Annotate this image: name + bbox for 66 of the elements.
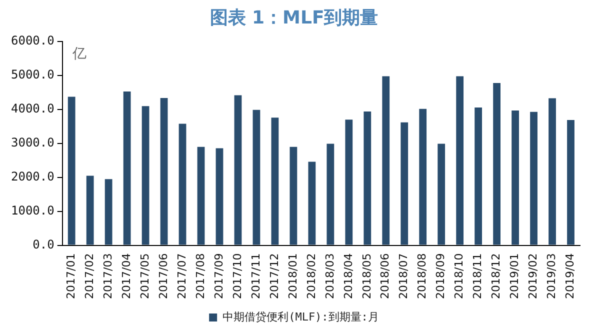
x-tick-label: 2017/05 (138, 253, 152, 300)
bar (456, 76, 464, 245)
y-tick-label: 2000.0 (10, 170, 54, 184)
x-tick-label: 2019/04 (564, 253, 577, 300)
bar (271, 118, 279, 245)
x-tick-label: 2018/10 (452, 253, 466, 300)
bar (216, 148, 224, 245)
y-tick-label: 1000.0 (10, 203, 54, 218)
bar (567, 120, 574, 245)
x-tick-label: 2018/02 (304, 253, 318, 300)
x-tick-label: 2018/01 (286, 253, 300, 300)
x-tick-label: 2018/03 (323, 253, 336, 300)
y-tick-label: 5000.0 (10, 68, 54, 82)
bar (474, 107, 482, 245)
chart-title: 图表 1：MLF到期量 (210, 7, 378, 28)
x-tick-label: 2017/04 (120, 253, 133, 300)
x-tick-label: 2019/01 (508, 253, 522, 300)
x-tick-label: 2018/11 (471, 253, 484, 300)
bar (104, 179, 112, 245)
y-tick-label: 3000.0 (10, 136, 54, 150)
bar (382, 76, 390, 245)
bar (548, 98, 556, 245)
bar (86, 176, 94, 245)
y-axis-title: 亿 (71, 46, 86, 62)
bar (234, 95, 242, 245)
y-tick-label: 0.0 (32, 237, 54, 252)
x-tick-label: 2018/09 (434, 253, 448, 300)
x-tick-label: 2017/09 (212, 253, 226, 300)
x-tick-label: 2018/12 (490, 253, 503, 300)
y-tick-label: 6000.0 (10, 34, 54, 48)
bar (252, 110, 260, 245)
bar (512, 110, 519, 245)
x-tick-label: 2018/08 (416, 253, 429, 300)
x-tick-label: 2017/06 (156, 253, 170, 300)
bar (160, 98, 168, 245)
x-tick-label: 2017/01 (64, 253, 78, 300)
legend-label: 中期借贷便利(MLF):到期量:月 (222, 310, 379, 324)
x-tick-label: 2018/06 (378, 253, 392, 300)
bar (345, 120, 353, 245)
bar (290, 146, 298, 245)
x-tick-label: 2017/12 (268, 253, 281, 300)
x-tick-label: 2017/07 (175, 253, 188, 300)
bar (123, 92, 131, 245)
bar (400, 122, 408, 245)
x-tick-label: 2018/05 (360, 253, 374, 300)
x-tick-label: 2017/10 (230, 253, 244, 300)
bar (364, 112, 372, 245)
bar (419, 108, 427, 245)
x-tick-label: 2017/08 (194, 253, 207, 300)
x-tick-label: 2017/11 (249, 253, 262, 300)
x-tick-label: 2017/03 (101, 253, 114, 300)
x-tick-label: 2017/02 (82, 253, 96, 300)
bar (178, 124, 186, 245)
x-tick-label: 2018/07 (397, 253, 410, 300)
x-tick-label: 2019/03 (545, 253, 558, 300)
bar (438, 144, 446, 245)
bar (326, 144, 334, 245)
x-tick-label: 2019/02 (526, 253, 540, 300)
bar (530, 112, 538, 245)
bar (308, 162, 316, 245)
bar (68, 96, 76, 245)
x-tick-label: 2018/04 (342, 253, 355, 300)
bar (142, 106, 150, 245)
y-tick-label: 4000.0 (10, 102, 54, 116)
bar (197, 146, 205, 245)
bar (493, 83, 501, 245)
